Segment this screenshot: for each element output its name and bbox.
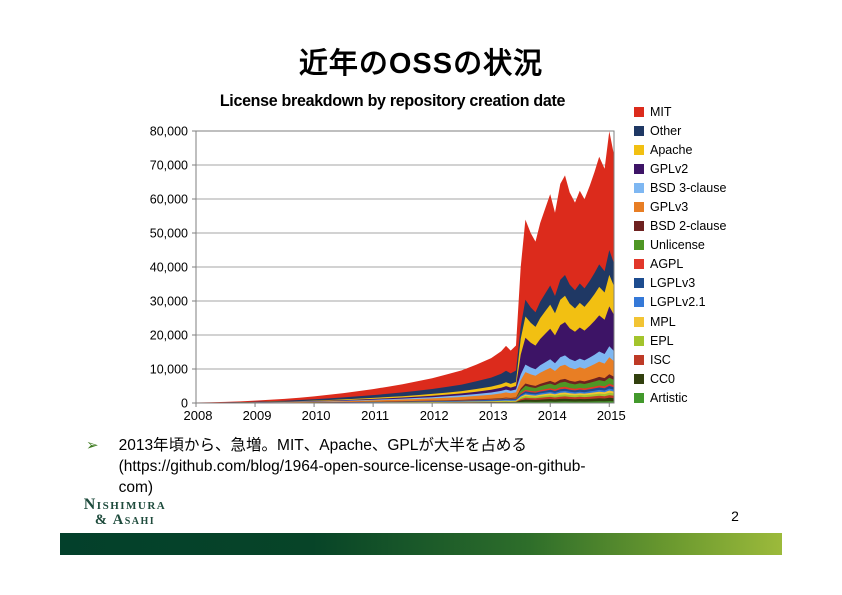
legend-label: EPL [650,333,674,348]
legend-label: ISC [650,352,671,367]
legend-item-GPLv2: GPLv2 [634,159,726,178]
x-axis-label: 2012 [420,408,449,420]
slide-title: 近年のOSSの状況 [298,48,544,80]
y-axis-label: 50,000 [150,227,188,241]
legend-label: CC0 [650,371,676,386]
y-axis-label: 0 [181,397,188,411]
legend-item-CC0: CC0 [634,369,726,388]
legend-label: Artistic [650,390,688,405]
bullet-arrow-icon: ➢ [86,437,99,454]
y-axis-label: 20,000 [150,329,188,343]
x-axis-label: 2013 [479,408,508,420]
nishimura-asahi-logo: Nishimura & Asahi [60,496,190,528]
legend-label: BSD 3-clause [650,180,727,195]
legend-swatch-icon [634,373,644,384]
page-number: 2 [731,508,739,524]
legend-label: GPLv3 [650,200,689,215]
bullet-line-url: (https://github.com/blog/1964-open-sourc… [118,458,586,475]
legend-item-EPL: EPL [634,331,726,350]
y-axis-label: 30,000 [150,295,188,309]
legend-item-Other: Other [634,121,726,140]
bottom-gradient-bar [60,533,782,555]
legend-item-Unlicense: Unlicense [634,236,726,255]
bullet-line-url-cont: com) [118,479,154,496]
x-axis-label: 2014 [538,408,567,420]
chart-title: License breakdown by repository creation… [219,92,566,110]
legend-swatch-icon [634,316,644,327]
legend-swatch-icon [634,259,644,270]
legend-swatch-icon [634,297,644,308]
x-axis-label: 2009 [243,408,272,420]
legend-swatch-icon [634,278,644,289]
legend-item-LGPLv3: LGPLv3 [634,274,726,293]
legend-label: Apache [650,142,693,157]
bullet-text: 2013年頃から、急増。MIT、Apache、GPLが大半を占める (https… [119,435,586,498]
legend-swatch-icon [634,240,644,251]
legend-item-LGPLv2-1: LGPLv2.1 [634,293,726,312]
legend-label: AGPL [650,257,684,272]
legend-swatch-icon [634,221,644,232]
legend-label: GPLv2 [650,161,689,176]
legend-item-BSD-3-clause: BSD 3-clause [634,178,726,197]
y-axis-label: 60,000 [150,193,188,207]
legend-label: MPL [650,314,676,329]
logo-line2: & Asahi [94,512,156,528]
legend-label: LGPLv2.1 [650,295,706,310]
legend-swatch-icon [634,335,644,346]
legend-swatch-icon [634,163,644,174]
logo-line1: Nishimura [83,496,167,513]
x-axis-label: 2015 [597,408,626,420]
legend-label: LGPLv3 [650,276,696,291]
x-axis-label: 2011 [361,408,389,420]
legend-item-GPLv3: GPLv3 [634,197,726,216]
legend-swatch-icon [634,144,644,155]
legend-item-MIT: MIT [634,102,726,121]
legend-item-MPL: MPL [634,312,726,331]
legend-item-BSD-2-clause: BSD 2-clause [634,217,726,236]
x-axis-label: 2008 [184,408,213,420]
legend-label: Other [650,123,682,138]
legend-label: Unlicense [650,238,705,253]
legend-swatch-icon [634,392,644,403]
y-axis-label: 70,000 [150,159,188,173]
bullet-item: ➢ 2013年頃から、急増。MIT、Apache、GPLが大半を占める (htt… [86,435,696,498]
legend-swatch-icon [634,202,644,213]
x-axis-label: 2010 [302,408,331,420]
license-stacked-area-chart: 0 10,000 20,000 30,000 40,000 50,000 60,000 70,… [150,125,626,421]
legend-swatch-icon [634,125,644,136]
y-axis-label: 10,000 [150,363,188,377]
legend-swatch-icon [634,354,644,365]
legend-item-ISC: ISC [634,350,726,369]
y-axis-label: 80,000 [150,125,188,139]
bullet-line: 2013年頃から、急増。MIT、Apache、GPLが大半を占める [118,437,527,454]
legend-swatch-icon [634,182,644,193]
legend-item-AGPL: AGPL [634,255,726,274]
legend-label: BSD 2-clause [650,219,727,234]
legend-item-Artistic: Artistic [634,388,726,407]
legend-swatch-icon [634,106,644,117]
legend-label: MIT [650,104,672,119]
legend-item-Apache: Apache [634,140,726,159]
y-axis-label: 40,000 [150,261,188,275]
chart-legend: MIT Other Apache GPLv2 BSD 3-clause GPLv3 BSD … [634,102,726,408]
